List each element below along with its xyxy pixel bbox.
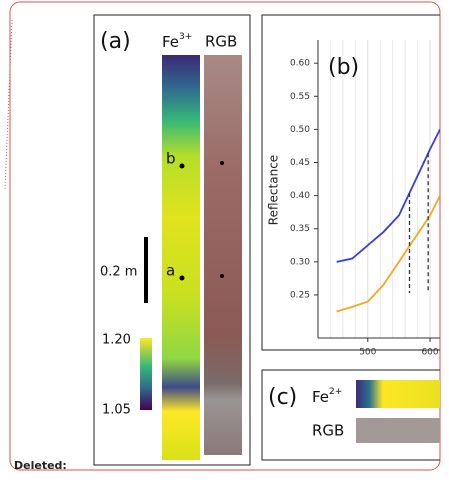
series-line (336, 195, 440, 313)
panel-a: (a) Fe3+ RGB b a 0.2 m 1.20 1.05 (93, 14, 251, 466)
deleted-label: Deleted: (14, 459, 67, 472)
panel-frame (261, 14, 440, 351)
rgb-strip (204, 55, 242, 455)
colorbar-tick: 1.20 (102, 333, 131, 348)
fe-sup: 3+ (179, 32, 192, 42)
point-label: b (166, 150, 176, 168)
panel-b: Reflectance 0.25 0.30 0.35 0.40 0.45 0.50 0.55… (261, 14, 440, 358)
scale-bar (144, 237, 148, 303)
fe-header: Fe2+ (312, 387, 342, 406)
comment-border (9, 1, 441, 471)
fe-sup: 2+ (329, 387, 342, 397)
y-tick-label: 0.45 (290, 158, 310, 168)
fe-strip (162, 55, 200, 460)
x-tick-label: 600 (421, 348, 438, 358)
rgb-header: RGB (312, 422, 344, 440)
fe-header: Fe3+ (162, 32, 192, 51)
colorbar (140, 338, 152, 410)
scale-bar-label: 0.2 m (100, 265, 137, 280)
y-tick-label: 0.40 (290, 191, 310, 201)
series-line (336, 128, 440, 263)
y-axis-label: Reflectance (267, 155, 281, 225)
y-tick-label: 0.60 (290, 59, 310, 69)
y-tick-label: 0.25 (290, 290, 310, 300)
panel-c: (c) Fe2+ RGB (261, 369, 440, 461)
fe-strip (356, 380, 440, 408)
point (179, 163, 185, 169)
point (179, 275, 185, 281)
fe-base: Fe (162, 33, 179, 51)
fe-base: Fe (312, 388, 329, 406)
rgb-header: RGB (205, 33, 237, 51)
panel-label: (a) (100, 29, 131, 54)
y-tick-label: 0.30 (290, 257, 310, 267)
y-tick-label: 0.35 (290, 224, 310, 234)
y-tick-label: 0.50 (290, 125, 310, 135)
panel-label: (b) (328, 55, 359, 80)
rgb-strip (356, 418, 440, 443)
panel-frame (93, 14, 251, 466)
point (220, 161, 224, 165)
x-tick-label: 500 (359, 348, 376, 358)
point-label: a (166, 262, 175, 280)
comment-connector (4, 19, 13, 191)
colorbar-tick: 1.05 (102, 403, 131, 418)
panel-label: (c) (268, 385, 297, 410)
panel-frame (261, 369, 440, 461)
y-tick-label: 0.55 (290, 92, 310, 102)
point (220, 274, 224, 278)
